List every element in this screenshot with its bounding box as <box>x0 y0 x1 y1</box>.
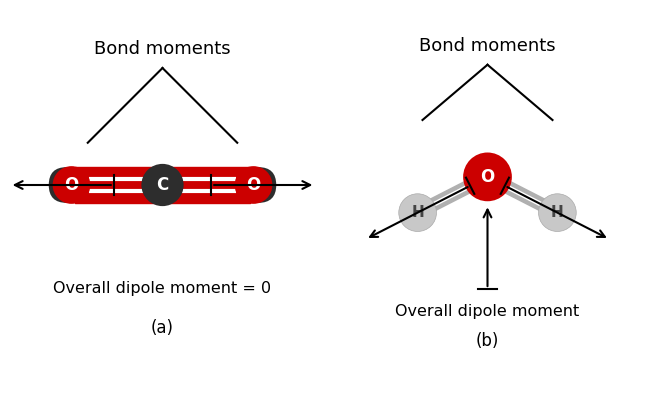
FancyBboxPatch shape <box>49 167 276 203</box>
Circle shape <box>463 152 512 201</box>
Circle shape <box>53 166 90 204</box>
Text: Bond moments: Bond moments <box>419 37 556 55</box>
Circle shape <box>235 166 272 204</box>
Text: (a): (a) <box>151 319 174 337</box>
Circle shape <box>142 164 183 206</box>
Circle shape <box>398 194 437 232</box>
Text: O: O <box>246 176 261 194</box>
Text: O: O <box>64 176 79 194</box>
Text: O: O <box>480 168 495 186</box>
Text: H: H <box>551 205 564 220</box>
Circle shape <box>538 194 577 232</box>
Text: Overall dipole moment: Overall dipole moment <box>395 304 580 319</box>
Text: Overall dipole moment = 0: Overall dipole moment = 0 <box>53 282 272 297</box>
Text: H: H <box>411 205 424 220</box>
Text: Bond moments: Bond moments <box>94 40 231 58</box>
Text: (b): (b) <box>476 332 499 350</box>
Text: C: C <box>157 176 168 194</box>
